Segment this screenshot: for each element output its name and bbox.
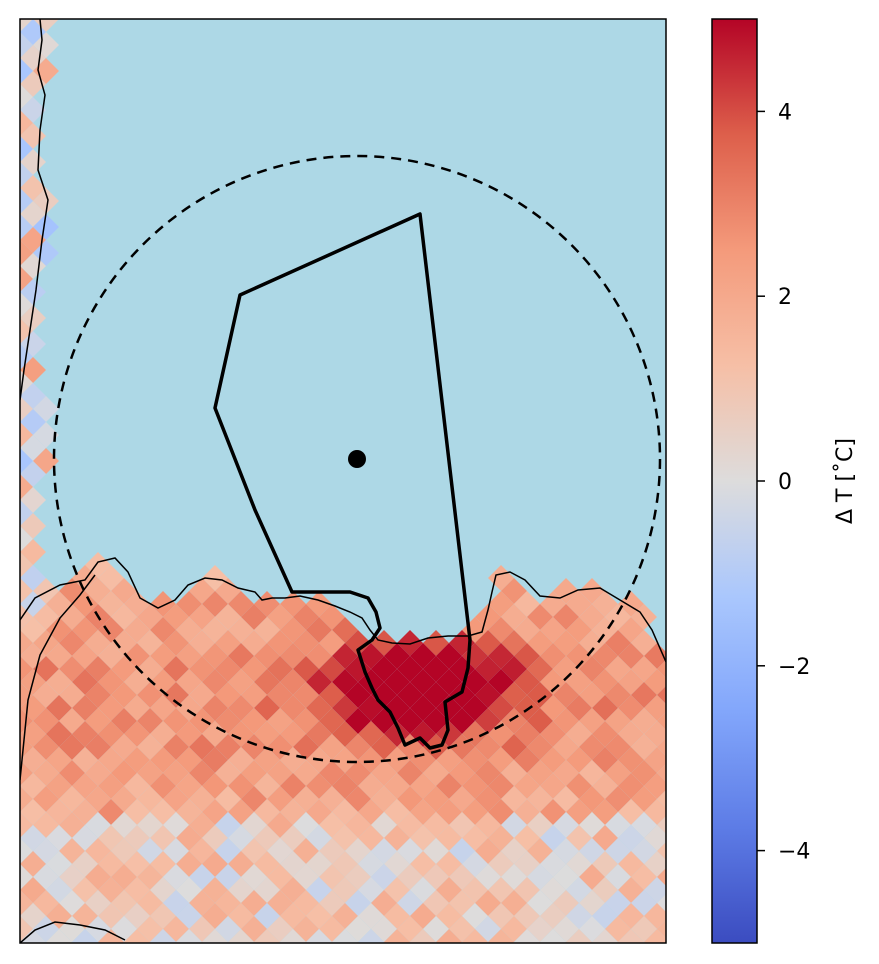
anomaly-tile <box>280 929 306 943</box>
colorbar-tick-label: −2 <box>778 655 810 680</box>
anomaly-tile <box>20 214 33 240</box>
anomaly-tile <box>20 58 33 84</box>
anomaly-tile <box>228 929 254 943</box>
colorbar-ticks: 4 2 0 −2 −4 <box>757 100 810 865</box>
anomaly-tile <box>20 890 33 916</box>
anomaly-tile <box>332 929 358 943</box>
colorbar-tick-label: 4 <box>778 100 792 125</box>
anomaly-tile <box>20 318 33 344</box>
radius-circle <box>52 154 662 764</box>
anomaly-tile <box>202 929 228 943</box>
anomaly-tile <box>462 929 488 943</box>
anomaly-tile <box>20 162 33 188</box>
anomaly-tile <box>644 799 666 825</box>
coastline <box>20 557 666 663</box>
map-frame <box>19 18 667 944</box>
anomaly-tile <box>644 929 666 943</box>
anomaly-tile <box>657 868 666 886</box>
anomaly-tile <box>46 929 72 943</box>
anomaly-tile <box>20 240 33 266</box>
region-boundary <box>213 212 472 750</box>
anomaly-tile <box>644 669 666 695</box>
anomaly-tile <box>488 929 514 943</box>
anomaly-tile <box>20 110 33 136</box>
anomaly-tile <box>566 929 592 943</box>
coastline-west <box>20 574 96 781</box>
anomaly-tile <box>254 929 280 943</box>
temperature-anomaly-field <box>20 19 666 943</box>
anomaly-tile <box>20 136 33 162</box>
anomaly-tile <box>20 760 33 786</box>
anomaly-tile <box>20 396 33 422</box>
anomaly-tile <box>358 929 384 943</box>
anomaly-tile <box>20 448 33 474</box>
anomaly-tile <box>657 894 666 912</box>
anomaly-tile <box>20 84 33 110</box>
anomaly-tile <box>657 920 666 938</box>
anomaly-tile <box>20 929 46 943</box>
anomaly-tile <box>20 552 33 578</box>
anomaly-tile <box>306 929 332 943</box>
anomaly-tile <box>20 188 33 214</box>
anomaly-tile <box>20 682 33 708</box>
anomaly-tile <box>33 19 59 32</box>
anomaly-tile <box>644 747 666 773</box>
anomaly-tile <box>644 851 666 877</box>
anomaly-tile <box>644 903 666 929</box>
anomaly-tile <box>20 422 33 448</box>
anomaly-tile <box>644 825 666 851</box>
center-marker <box>348 450 366 468</box>
anomaly-tile <box>540 929 566 943</box>
anomaly-tile <box>657 764 666 782</box>
anomaly-tile <box>657 816 666 834</box>
coastline-northwest <box>20 19 49 401</box>
colorbar-gradient <box>711 18 758 944</box>
anomaly-tile <box>410 929 436 943</box>
colorbar-tick-label: 0 <box>778 470 792 495</box>
coastline-southwest <box>20 921 126 943</box>
anomaly-tile <box>657 738 666 756</box>
anomaly-tile <box>20 864 33 890</box>
anomaly-tile <box>644 773 666 799</box>
anomaly-tile <box>176 929 202 943</box>
anomaly-tile <box>644 721 666 747</box>
anomaly-tile <box>644 877 666 903</box>
anomaly-tile <box>657 686 666 704</box>
anomaly-tile <box>20 266 33 292</box>
anomaly-tile <box>657 712 666 730</box>
anomaly-tile <box>20 32 33 58</box>
anomaly-tile <box>657 842 666 860</box>
anomaly-tile <box>618 929 644 943</box>
anomaly-tile <box>20 838 33 864</box>
anomaly-tile <box>436 929 462 943</box>
colorbar-label: Δ T [˚C] <box>833 438 858 524</box>
anomaly-tile <box>124 929 150 943</box>
anomaly-tile <box>20 916 33 942</box>
anomaly-tile <box>20 500 33 526</box>
anomaly-tile <box>150 929 176 943</box>
anomaly-tile <box>20 292 33 318</box>
anomaly-tile <box>72 929 98 943</box>
anomaly-tile <box>20 630 33 656</box>
anomaly-tile <box>384 929 410 943</box>
anomaly-tile <box>20 526 33 552</box>
anomaly-tile <box>20 656 33 682</box>
anomaly-tile <box>20 604 33 630</box>
anomaly-tile <box>20 786 33 812</box>
anomaly-tile <box>514 929 540 943</box>
anomaly-tile <box>644 695 666 721</box>
anomaly-tile <box>657 790 666 808</box>
anomaly-tile <box>20 474 33 500</box>
colorbar-tick-label: −4 <box>778 840 810 865</box>
anomaly-tile <box>592 929 618 943</box>
anomaly-tile <box>98 929 124 943</box>
anomaly-tile <box>20 812 33 838</box>
anomaly-tile <box>20 578 33 604</box>
colorbar-tick-label: 2 <box>778 285 792 310</box>
anomaly-tile <box>657 660 666 678</box>
